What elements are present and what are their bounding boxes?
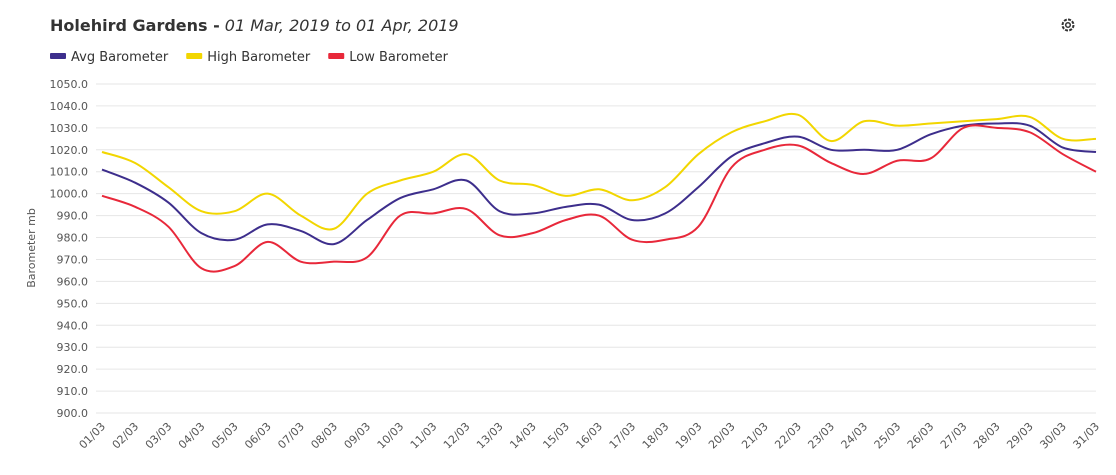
settings-icon[interactable] <box>1061 18 1075 32</box>
line <box>101 124 1097 273</box>
x-tick-label: 21/03 <box>739 420 771 452</box>
y-tick-label: 930.0 <box>57 341 89 354</box>
x-tick-label: 04/03 <box>176 420 208 452</box>
x-tick-label: 07/03 <box>275 420 307 452</box>
x-tick-label: 26/03 <box>905 420 937 452</box>
x-tick-label: 06/03 <box>242 420 274 452</box>
y-tick-label: 920.0 <box>57 363 89 376</box>
y-tick-label: 910.0 <box>57 385 89 398</box>
chart-title: Holehird Gardens - 01 Mar, 2019 to 01 Apr… <box>50 16 459 35</box>
y-tick-label: 1050.0 <box>50 78 89 91</box>
y-tick-label: 1030.0 <box>50 122 89 135</box>
x-tick-label: 30/03 <box>1037 420 1069 452</box>
y-tick-label: 940.0 <box>57 319 89 332</box>
x-tick-label: 12/03 <box>441 420 473 452</box>
x-tick-label: 13/03 <box>474 420 506 452</box>
subtitle: 01 Mar, 2019 to 01 Apr, 2019 <box>225 16 459 35</box>
legend-label: Avg Barometer <box>71 50 169 65</box>
legend-swatch <box>50 53 66 59</box>
x-tick-label: 01/03 <box>77 420 109 452</box>
y-tick-label: 980.0 <box>57 232 89 245</box>
x-tick-label: 05/03 <box>209 420 241 452</box>
x-tick-label: 24/03 <box>839 420 871 452</box>
x-tick-label: 14/03 <box>507 420 539 452</box>
y-tick-label: 960.0 <box>57 275 89 288</box>
y-tick-label: 1010.0 <box>50 166 89 179</box>
gear-hole <box>1064 21 1072 29</box>
gear <box>1061 18 1075 32</box>
line <box>101 112 1097 231</box>
y-tick-label: 1000.0 <box>50 188 89 201</box>
x-tick-label: 18/03 <box>640 420 672 452</box>
x-tick-label: 20/03 <box>706 420 738 452</box>
x-tick-label: 08/03 <box>308 420 340 452</box>
x-tick-label: 28/03 <box>971 420 1003 452</box>
x-tick-label: 10/03 <box>375 420 407 452</box>
y-axis-label: Barometer mb <box>25 208 38 288</box>
x-tick-label: 23/03 <box>805 420 837 452</box>
x-tick-label: 16/03 <box>574 420 606 452</box>
y-tick-label: 970.0 <box>57 253 89 266</box>
x-tick-label: 22/03 <box>772 420 804 452</box>
x-tick-label: 15/03 <box>540 420 572 452</box>
title: Holehird Gardens - <box>50 16 220 35</box>
y-tick-label: 1040.0 <box>50 100 89 113</box>
x-tick-label: 27/03 <box>938 420 970 452</box>
x-tick-label: 11/03 <box>408 420 440 452</box>
x-tick-label: 31/03 <box>1071 420 1103 452</box>
x-tick-label: 17/03 <box>607 420 639 452</box>
x-tick-label: 19/03 <box>673 420 705 452</box>
x-tick-label: 25/03 <box>872 420 904 452</box>
x-tick-label: 09/03 <box>342 420 374 452</box>
legend-swatch <box>328 53 345 59</box>
y-tick-label: 1020.0 <box>50 144 89 157</box>
y-tick-label: 900.0 <box>57 407 89 420</box>
legend-label: Low Barometer <box>349 50 448 65</box>
legend-label: High Barometer <box>207 50 311 65</box>
y-tick-label: 950.0 <box>57 297 89 310</box>
x-tick-label: 03/03 <box>143 420 175 452</box>
legend-swatch <box>186 53 203 59</box>
line <box>101 122 1097 246</box>
x-tick-label: 29/03 <box>1004 420 1036 452</box>
y-tick-label: 990.0 <box>57 210 89 223</box>
x-tick-label: 02/03 <box>110 420 142 452</box>
